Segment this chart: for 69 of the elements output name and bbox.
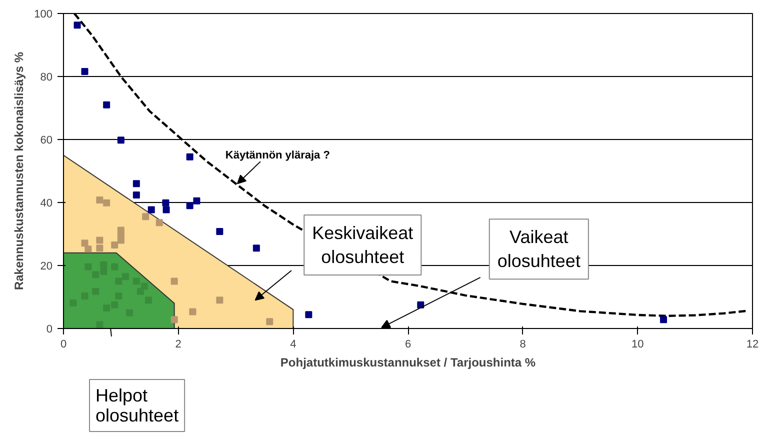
point [266, 318, 274, 326]
point [170, 278, 178, 285]
point [100, 261, 108, 268]
point [111, 263, 118, 270]
point [117, 236, 124, 244]
point [193, 197, 200, 204]
x-tick-label: 10 [632, 338, 644, 350]
y-tick-label: 60 [40, 134, 53, 146]
y-tick-label: 100 [34, 8, 53, 20]
point [126, 309, 134, 316]
point [144, 296, 152, 304]
point [142, 213, 150, 220]
point [111, 301, 118, 308]
point [96, 244, 104, 252]
point [417, 301, 424, 308]
point [84, 263, 92, 270]
point [122, 273, 130, 280]
point [216, 228, 224, 235]
point [186, 153, 194, 160]
point [252, 244, 260, 252]
point [103, 199, 110, 206]
point [189, 308, 196, 316]
x-tick-label: 0 [60, 338, 67, 350]
point [96, 321, 104, 328]
annotation: Vaikeat olosuhteet [497, 227, 580, 272]
point [81, 292, 88, 300]
point [111, 242, 118, 249]
x-axis-title: Pohjatutkimuskustannukset / Tarjoushinta % [280, 356, 536, 370]
y-tick-label: 40 [40, 198, 53, 210]
x-tick-label: 2 [175, 338, 182, 350]
point [156, 219, 163, 226]
point [660, 316, 668, 324]
x-tick-label: 6 [404, 338, 412, 350]
y-tick-label: 0 [46, 324, 53, 336]
annotation: Käytännön yläraja ? [225, 149, 330, 162]
point [186, 202, 194, 210]
point [148, 206, 155, 214]
point [92, 271, 100, 278]
y-tick-label: 20 [40, 260, 53, 272]
annotation: Keskivaikeat olosuhteet [312, 223, 414, 268]
point [162, 199, 170, 206]
point [81, 68, 88, 75]
point [92, 288, 100, 295]
point [81, 240, 88, 247]
point [132, 278, 140, 285]
x-tick-label: 4 [290, 338, 296, 350]
y-axis-title: Rakennuskustannusten kokonaislisäys % [12, 52, 26, 290]
point [115, 278, 122, 285]
point [103, 101, 110, 108]
point [132, 180, 140, 188]
point [96, 196, 104, 204]
point [84, 246, 92, 253]
point [100, 268, 108, 275]
point [140, 282, 148, 290]
point [115, 292, 122, 300]
x-tick-label: 8 [520, 338, 526, 350]
point [132, 191, 140, 198]
text: Helpot olosuhteet [96, 386, 179, 426]
x-tick-label: 12 [746, 338, 759, 350]
point [305, 311, 312, 318]
y-tick-label: 80 [40, 72, 53, 84]
point [70, 299, 77, 306]
point [74, 22, 81, 29]
point [170, 316, 178, 324]
point [96, 236, 104, 244]
point [117, 136, 124, 144]
point [162, 206, 170, 214]
point [216, 296, 224, 304]
point [103, 304, 110, 312]
